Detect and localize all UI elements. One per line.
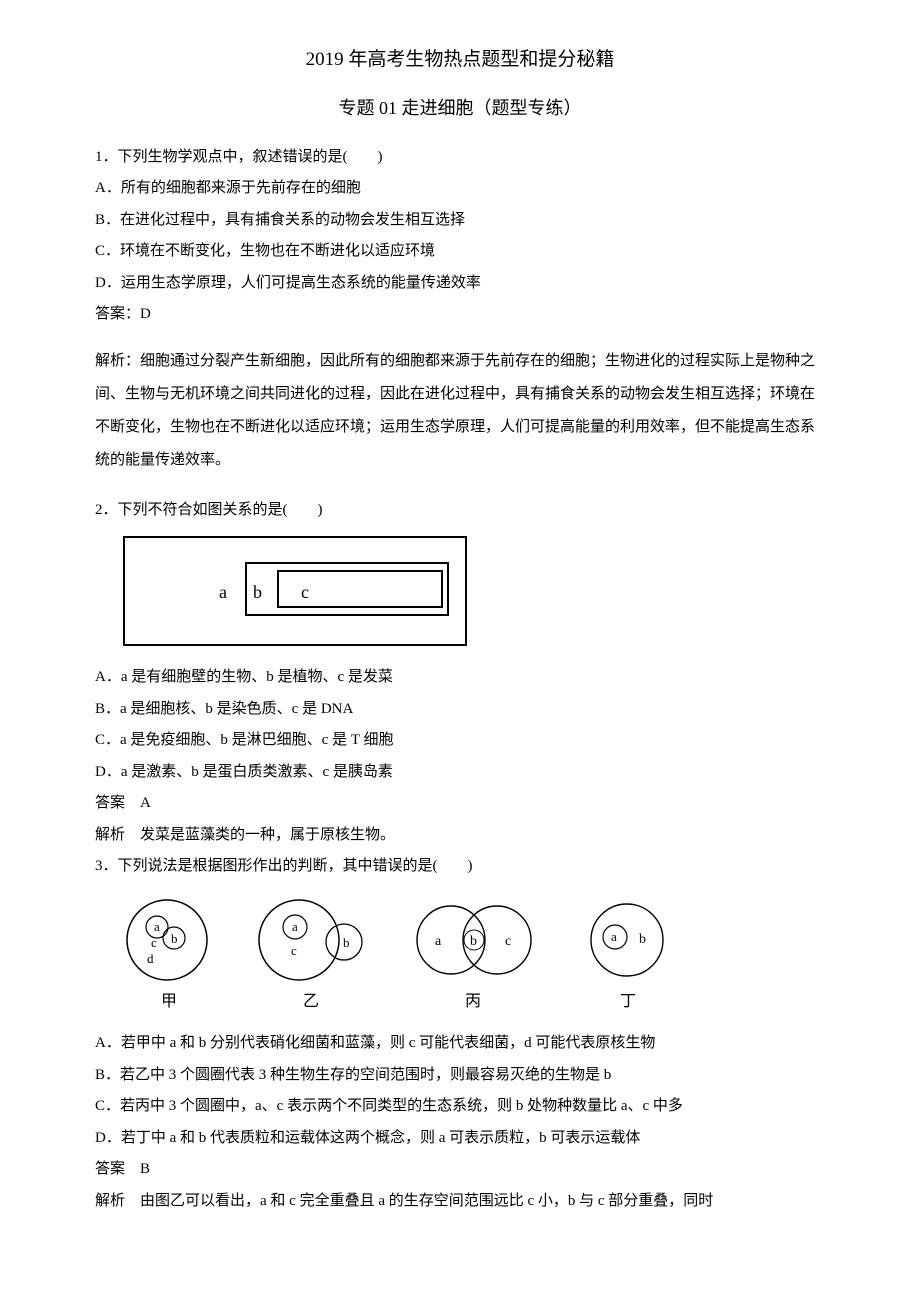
svg-text:c: c bbox=[151, 935, 157, 950]
svg-text:b: b bbox=[470, 934, 477, 949]
svg-text:a: a bbox=[154, 919, 160, 934]
q3-diagram-row: a b c d 甲 a c b 乙 a b bbox=[119, 897, 825, 1019]
svg-text:d: d bbox=[147, 951, 154, 966]
venn-ding-icon: a b bbox=[575, 897, 681, 983]
q3-option-b: B．若乙中 3 个圆圈代表 3 种生物生存的空间范围时，则最容易灭绝的生物是 b bbox=[95, 1060, 825, 1092]
svg-text:c: c bbox=[505, 934, 511, 949]
svg-text:a: a bbox=[611, 929, 617, 944]
q2-label-c: c bbox=[301, 574, 309, 612]
q2-explain: 解析 发菜是蓝藻类的一种，属于原核生物。 bbox=[95, 820, 825, 852]
svg-text:a: a bbox=[292, 919, 298, 934]
page-subtitle: 专题 01 走进细胞（题型专练） bbox=[95, 90, 825, 128]
q3-option-c: C．若丙中 3 个圆圈中，a、c 表示两个不同类型的生态系统，则 b 处物种数量… bbox=[95, 1091, 825, 1123]
svg-text:b: b bbox=[639, 932, 646, 947]
q2-option-b: B．a 是细胞核、b 是染色质、c 是 DNA bbox=[95, 694, 825, 726]
q3-stem: 3．下列说法是根据图形作出的判断，其中错误的是( ) bbox=[95, 851, 825, 883]
svg-text:b: b bbox=[171, 931, 178, 946]
svg-text:b: b bbox=[343, 935, 350, 950]
q3-diagram-bing: a b c 丙 bbox=[403, 897, 543, 1019]
caption-bing: 丙 bbox=[465, 985, 481, 1019]
q2-option-d: D．a 是激素、b 是蛋白质类激素、c 是胰岛素 bbox=[95, 757, 825, 789]
q1-option-d: D．运用生态学原理，人们可提高生态系统的能量传递效率 bbox=[95, 268, 825, 300]
q2-option-a: A．a 是有细胞壁的生物、b 是植物、c 是发菜 bbox=[95, 662, 825, 694]
q3-explain: 解析 由图乙可以看出，a 和 c 完全重叠且 a 的生存空间范围远比 c 小，b… bbox=[95, 1186, 825, 1218]
q3-diagram-ding: a b 丁 bbox=[575, 897, 681, 1019]
caption-ding: 丁 bbox=[620, 985, 636, 1019]
q3-option-a: A．若甲中 a 和 b 分别代表硝化细菌和蓝藻，则 c 可能代表细菌，d 可能代… bbox=[95, 1028, 825, 1060]
svg-text:a: a bbox=[435, 934, 442, 949]
q3-answer: 答案 B bbox=[95, 1154, 825, 1186]
venn-bing-icon: a b c bbox=[403, 897, 543, 983]
svg-text:c: c bbox=[291, 943, 297, 958]
q1-answer: 答案：D bbox=[95, 299, 825, 331]
q3-option-d: D．若丁中 a 和 b 代表质粒和运载体这两个概念，则 a 可表示质粒，b 可表… bbox=[95, 1123, 825, 1155]
q1-option-a: A．所有的细胞都来源于先前存在的细胞 bbox=[95, 173, 825, 205]
q2-option-c: C．a 是免疫细胞、b 是淋巴细胞、c 是 T 细胞 bbox=[95, 725, 825, 757]
page-title: 2019 年高考生物热点题型和提分秘籍 bbox=[95, 40, 825, 80]
caption-jia: 甲 bbox=[161, 985, 177, 1019]
venn-yi-icon: a c b bbox=[251, 897, 371, 983]
q3-diagram-jia: a b c d 甲 bbox=[119, 897, 219, 1019]
q1-option-b: B．在进化过程中，具有捕食关系的动物会发生相互选择 bbox=[95, 205, 825, 237]
q3-diagram-yi: a c b 乙 bbox=[251, 897, 371, 1019]
q2-label-b-text: b bbox=[253, 574, 262, 612]
caption-yi: 乙 bbox=[303, 985, 319, 1019]
q1-stem: 1．下列生物学观点中，叙述错误的是( ) bbox=[95, 142, 825, 174]
q1-option-c: C．环境在不断变化，生物也在不断进化以适应环境 bbox=[95, 236, 825, 268]
q1-explain: 解析：细胞通过分裂产生新细胞，因此所有的细胞都来源于先前存在的细胞；生物进化的过… bbox=[95, 345, 825, 477]
q2-answer: 答案 A bbox=[95, 788, 825, 820]
q2-stem: 2．下列不符合如图关系的是( ) bbox=[95, 495, 825, 527]
q2-diagram-inner bbox=[245, 562, 449, 616]
q2-diagram: a b c bbox=[123, 536, 467, 646]
venn-jia-icon: a b c d bbox=[119, 897, 219, 983]
q2-label-a: a bbox=[219, 574, 227, 612]
